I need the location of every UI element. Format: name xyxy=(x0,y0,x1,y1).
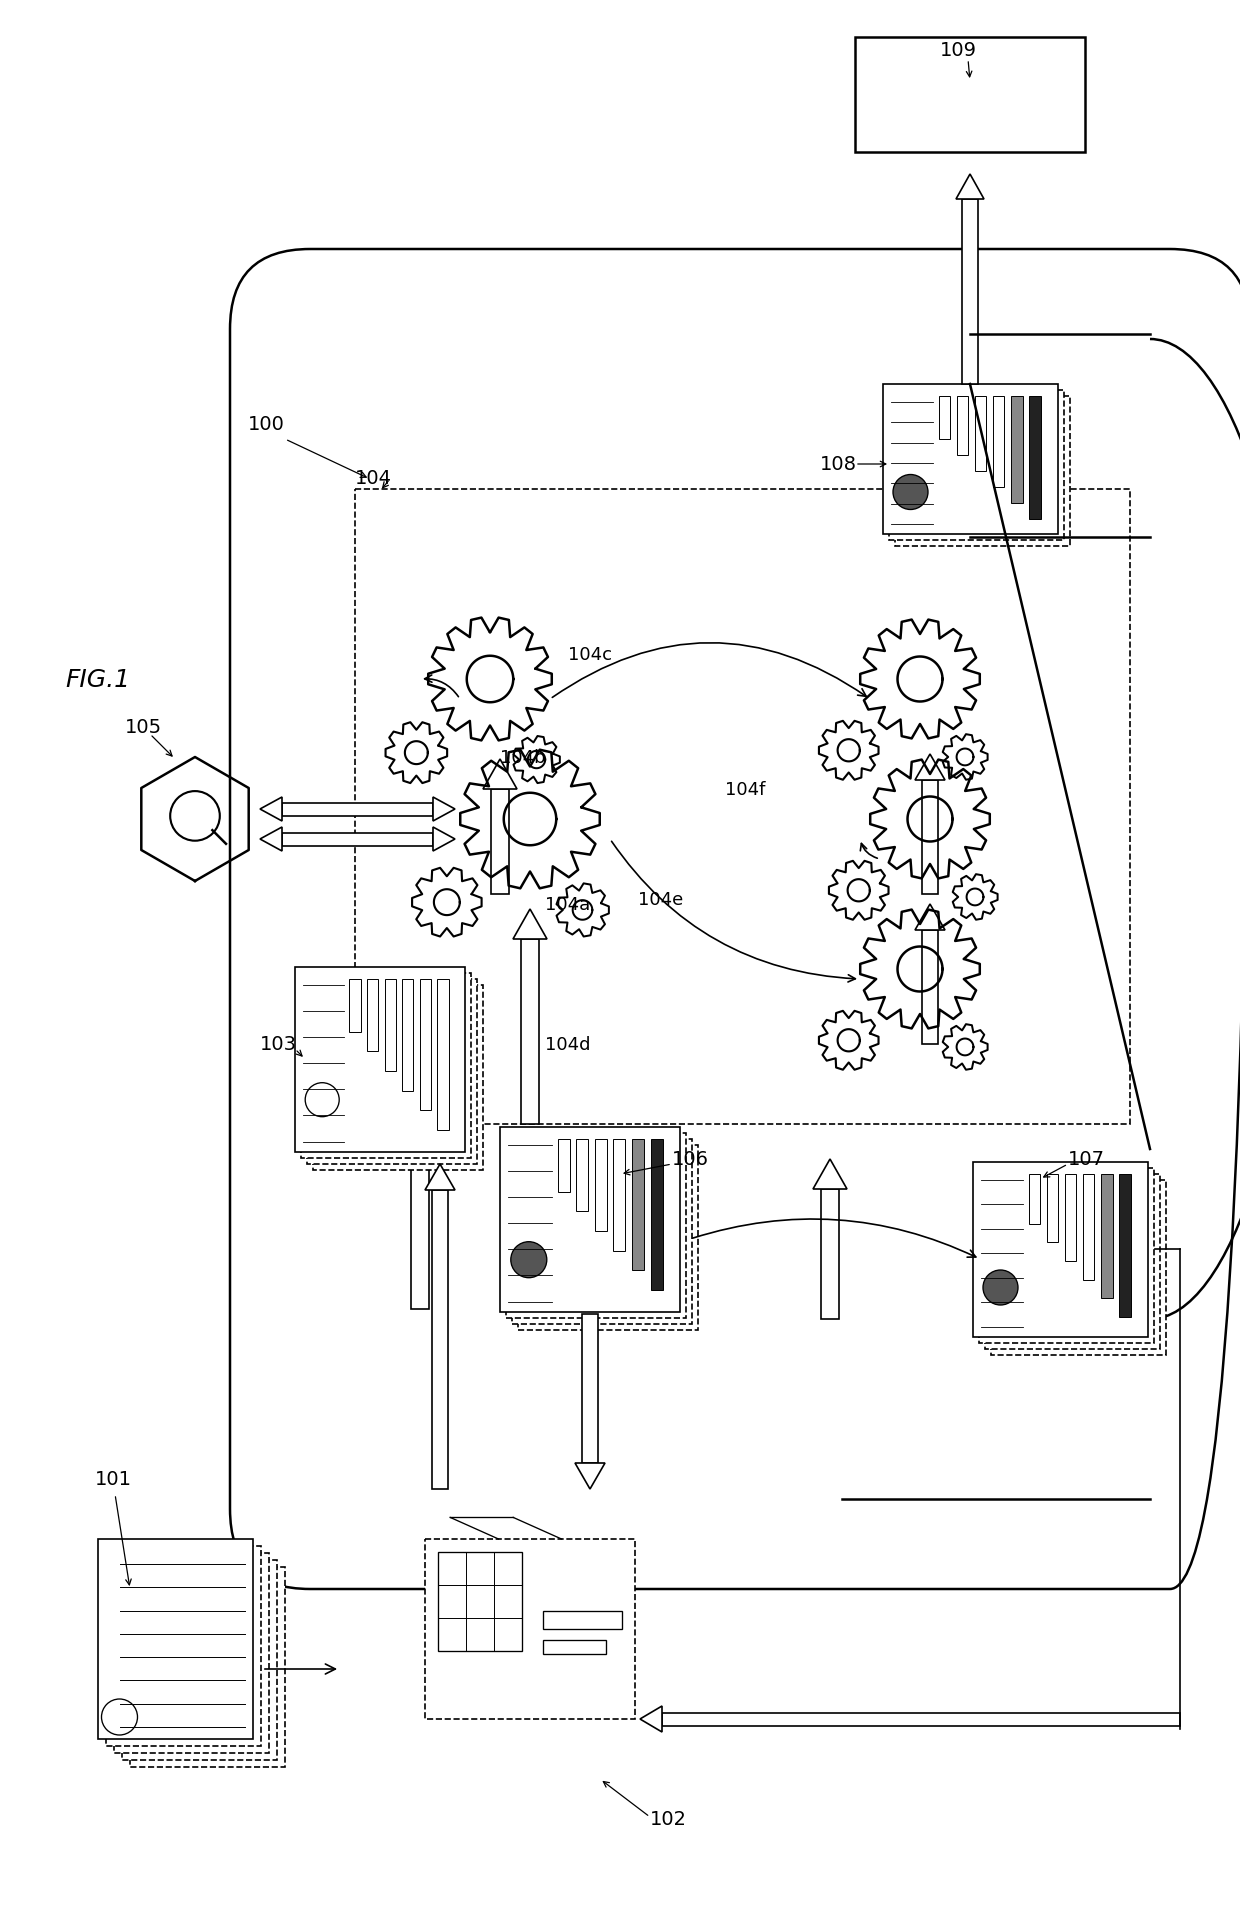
Bar xyxy=(1083,1173,1095,1281)
Bar xyxy=(821,1190,839,1319)
Bar xyxy=(384,979,396,1071)
Bar xyxy=(923,781,937,894)
Bar xyxy=(98,1538,253,1738)
Text: 100: 100 xyxy=(248,415,285,435)
Polygon shape xyxy=(403,1140,436,1169)
Text: 104b: 104b xyxy=(500,748,546,767)
Bar xyxy=(883,385,1058,535)
Polygon shape xyxy=(433,798,455,821)
Bar xyxy=(632,1138,644,1271)
Bar xyxy=(1047,1173,1058,1242)
Polygon shape xyxy=(513,910,547,940)
Bar xyxy=(410,1169,429,1310)
Circle shape xyxy=(893,475,928,510)
Bar xyxy=(350,979,361,1033)
Bar xyxy=(521,940,539,1125)
Polygon shape xyxy=(484,760,517,790)
Bar xyxy=(419,979,432,1111)
Bar xyxy=(894,396,1069,546)
Text: 104e: 104e xyxy=(639,890,683,908)
Text: 105: 105 xyxy=(125,717,162,737)
Text: 104d: 104d xyxy=(546,1035,590,1054)
Bar xyxy=(614,1138,625,1252)
Bar xyxy=(500,1127,680,1311)
Bar xyxy=(570,1129,589,1279)
Text: 104f: 104f xyxy=(725,781,765,798)
Bar xyxy=(1101,1173,1112,1298)
Bar xyxy=(972,1161,1147,1336)
Bar xyxy=(518,1144,698,1331)
Text: 103: 103 xyxy=(260,1035,298,1054)
Bar xyxy=(114,1554,269,1754)
Bar xyxy=(662,1713,1180,1725)
Bar xyxy=(558,1138,569,1192)
Text: 104c: 104c xyxy=(568,646,613,663)
Bar xyxy=(367,979,378,1052)
Polygon shape xyxy=(813,1160,847,1190)
Text: 107: 107 xyxy=(1068,1150,1105,1169)
Bar xyxy=(295,967,465,1152)
Bar xyxy=(129,1567,284,1767)
Bar xyxy=(651,1138,662,1290)
Bar xyxy=(1011,396,1023,504)
Bar xyxy=(105,1546,260,1746)
Bar xyxy=(889,390,1064,540)
Polygon shape xyxy=(956,175,985,200)
Bar xyxy=(1028,1173,1040,1225)
Bar xyxy=(582,1313,598,1463)
Bar xyxy=(1029,396,1040,519)
Bar xyxy=(355,490,1130,1125)
Bar xyxy=(543,1640,605,1654)
Polygon shape xyxy=(425,1165,455,1190)
Bar xyxy=(856,38,1085,154)
Polygon shape xyxy=(260,827,281,852)
Polygon shape xyxy=(915,904,945,931)
Bar xyxy=(512,1138,692,1323)
Text: 108: 108 xyxy=(820,456,857,475)
Bar xyxy=(425,1538,635,1719)
Bar xyxy=(978,1167,1153,1342)
Polygon shape xyxy=(260,798,281,821)
Bar xyxy=(402,979,413,1090)
Bar xyxy=(985,1173,1159,1348)
Bar xyxy=(312,985,484,1169)
Bar xyxy=(281,833,433,846)
Text: 104a: 104a xyxy=(546,896,590,913)
Bar xyxy=(595,1138,606,1231)
Bar xyxy=(1065,1173,1076,1261)
Bar xyxy=(281,804,433,815)
Bar xyxy=(301,973,471,1158)
Text: 102: 102 xyxy=(650,1810,687,1829)
Polygon shape xyxy=(563,1279,596,1310)
Text: 101: 101 xyxy=(95,1469,131,1488)
Bar xyxy=(432,1190,448,1488)
Bar xyxy=(993,396,1004,488)
Circle shape xyxy=(983,1271,1018,1306)
Bar xyxy=(956,396,968,456)
Bar xyxy=(543,1611,622,1629)
Text: 106: 106 xyxy=(672,1150,709,1169)
Bar xyxy=(491,790,508,894)
Text: FIG.1: FIG.1 xyxy=(64,667,130,692)
Polygon shape xyxy=(915,754,945,781)
Bar xyxy=(1118,1173,1131,1317)
Polygon shape xyxy=(575,1463,605,1488)
Circle shape xyxy=(511,1242,547,1279)
Bar xyxy=(962,200,978,385)
Text: 109: 109 xyxy=(940,40,977,60)
Bar xyxy=(939,396,950,440)
Bar xyxy=(991,1181,1166,1356)
Bar xyxy=(577,1138,588,1211)
Bar xyxy=(975,396,986,471)
Text: 104: 104 xyxy=(355,469,392,487)
Bar xyxy=(923,931,937,1044)
Bar xyxy=(122,1560,277,1760)
Bar xyxy=(438,1552,522,1650)
Bar xyxy=(506,1133,686,1317)
Polygon shape xyxy=(640,1706,662,1733)
Bar xyxy=(308,979,477,1163)
Polygon shape xyxy=(433,827,455,852)
Bar xyxy=(438,979,449,1131)
